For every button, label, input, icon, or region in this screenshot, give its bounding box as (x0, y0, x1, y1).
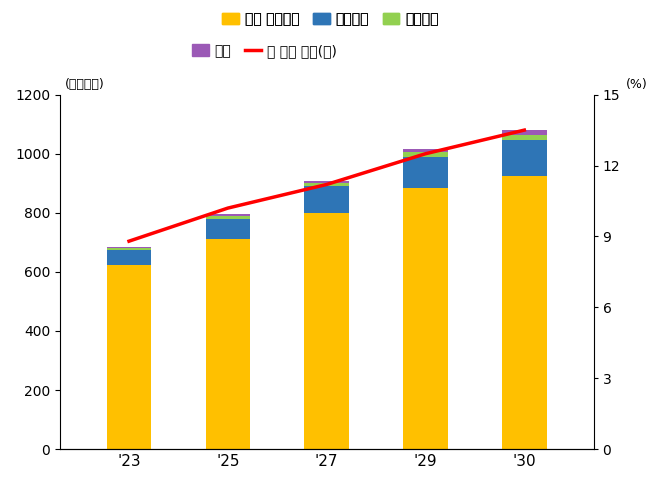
Bar (502, 130, 547, 135)
Bar (403, 152, 447, 157)
Bar (107, 247, 151, 248)
Bar (206, 219, 250, 240)
Text: (십억달러): (십억달러) (65, 78, 105, 91)
Text: (%): (%) (625, 78, 647, 91)
Bar (206, 214, 250, 216)
Bar (403, 149, 447, 152)
Bar (502, 140, 547, 176)
Bar (305, 186, 349, 213)
Bar (403, 157, 447, 188)
Bar (305, 213, 349, 449)
Bar (107, 248, 151, 250)
Legend: 기존 응용분야, 인공지능, 자율주행: 기존 응용분야, 인공지능, 자율주행 (217, 7, 444, 32)
Bar (107, 250, 151, 265)
Legend: 기타, 신 수요 비중(우): 기타, 신 수요 비중(우) (186, 38, 342, 63)
Bar (502, 135, 547, 140)
Bar (403, 188, 447, 449)
Bar (206, 216, 250, 219)
Bar (206, 240, 250, 449)
Bar (305, 181, 349, 183)
Bar (502, 176, 547, 449)
Bar (305, 183, 349, 186)
Bar (107, 265, 151, 449)
